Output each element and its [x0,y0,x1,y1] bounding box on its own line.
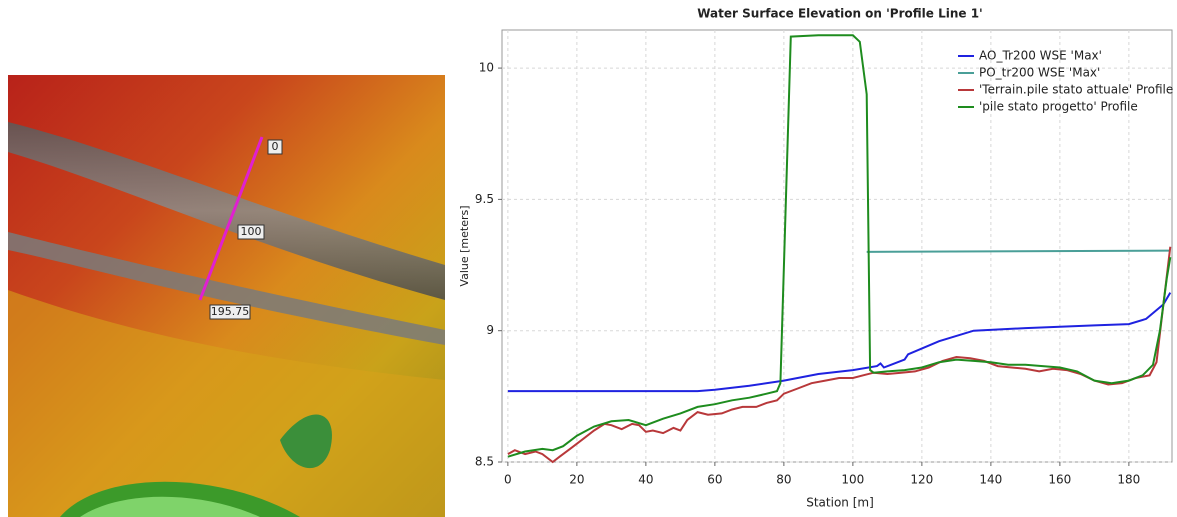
page: {"map": {"labels": ["0", "100", "195.75"… [0,0,1177,517]
map-label: 195.75 [211,305,250,318]
x-tick-label: 160 [1048,473,1071,487]
x-tick-label: 60 [707,473,722,487]
map-label: 0 [272,140,279,153]
legend-label: 'pile stato progetto' Profile [979,100,1138,114]
y-tick-label: 9.5 [475,192,494,206]
chart-title: Water Surface Elevation on 'Profile Line… [697,7,982,21]
x-tick-label: 180 [1117,473,1140,487]
series-line [867,251,1171,252]
x-tick-label: 100 [841,473,864,487]
x-tick-label: 0 [504,473,512,487]
y-tick-label: 8.5 [475,455,494,469]
x-tick-label: 20 [569,473,584,487]
legend-label: AO_Tr200 WSE 'Max' [979,49,1102,63]
x-tick-label: 140 [979,473,1002,487]
y-axis-label: Value [meters] [458,205,471,286]
x-tick-label: 120 [910,473,933,487]
legend-label: PO_tr200 WSE 'Max' [979,66,1100,80]
legend-label: 'Terrain.pile stato attuale' Profile [979,83,1173,97]
map: 0 100 195.75 [8,75,445,517]
map-label: 100 [241,225,262,238]
x-tick-label: 40 [638,473,653,487]
x-tick-label: 80 [776,473,791,487]
y-tick-label: 9 [486,323,494,337]
y-tick-label: 10 [479,61,494,75]
x-axis-label: Station [m] [806,496,874,510]
chart: Water Surface Elevation on 'Profile Line… [458,7,1173,510]
screen: 0 100 195.75 Water Surface Elevation on … [0,0,1177,517]
